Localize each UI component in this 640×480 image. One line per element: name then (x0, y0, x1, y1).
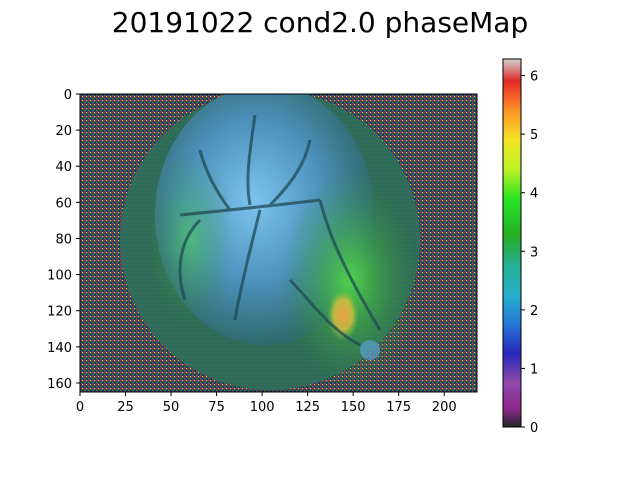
x-axis-ticks: 0 25 50 75 100 125 150 175 200 (76, 392, 457, 415)
colorbar-tick-label: 3 (530, 245, 538, 260)
x-tick-label: 150 (341, 400, 366, 415)
colorbar: 0 1 2 3 4 5 6 (502, 58, 538, 436)
y-tick-label: 140 (47, 341, 72, 356)
y-tick-label: 40 (55, 160, 72, 175)
colorbar-tick-label: 0 (530, 421, 538, 436)
phase-heatmap (80, 94, 477, 392)
y-tick-label: 0 (64, 88, 72, 103)
colorbar-tick-label: 5 (530, 128, 538, 143)
y-tick-label: 80 (55, 232, 72, 247)
x-tick-label: 125 (295, 400, 320, 415)
x-tick-label: 0 (76, 400, 84, 415)
plot-axes: 0 25 50 75 100 125 150 175 200 0 20 40 60 80 100 120 14… (47, 88, 478, 415)
x-tick-label: 175 (386, 400, 411, 415)
colorbar-tick-label: 6 (530, 70, 538, 85)
y-tick-label: 120 (47, 305, 72, 320)
x-tick-label: 100 (250, 400, 275, 415)
y-tick-label: 60 (55, 196, 72, 211)
y-axis-ticks: 0 20 40 60 80 100 120 140 160 (47, 88, 80, 392)
colorbar-ticks: 0 1 2 3 4 5 6 (521, 70, 538, 436)
y-tick-label: 20 (55, 124, 72, 139)
colorbar-tick-label: 1 (530, 362, 538, 377)
y-tick-label: 160 (47, 377, 72, 392)
x-tick-label: 50 (163, 400, 180, 415)
x-tick-label: 75 (208, 400, 225, 415)
chart-title: 20191022 cond2.0 phaseMap (111, 6, 529, 39)
x-tick-label: 25 (117, 400, 134, 415)
colorbar-tick-label: 4 (530, 187, 538, 202)
colorbar-tick-label: 2 (530, 304, 538, 319)
x-tick-label: 200 (432, 400, 457, 415)
y-tick-label: 100 (47, 269, 72, 284)
